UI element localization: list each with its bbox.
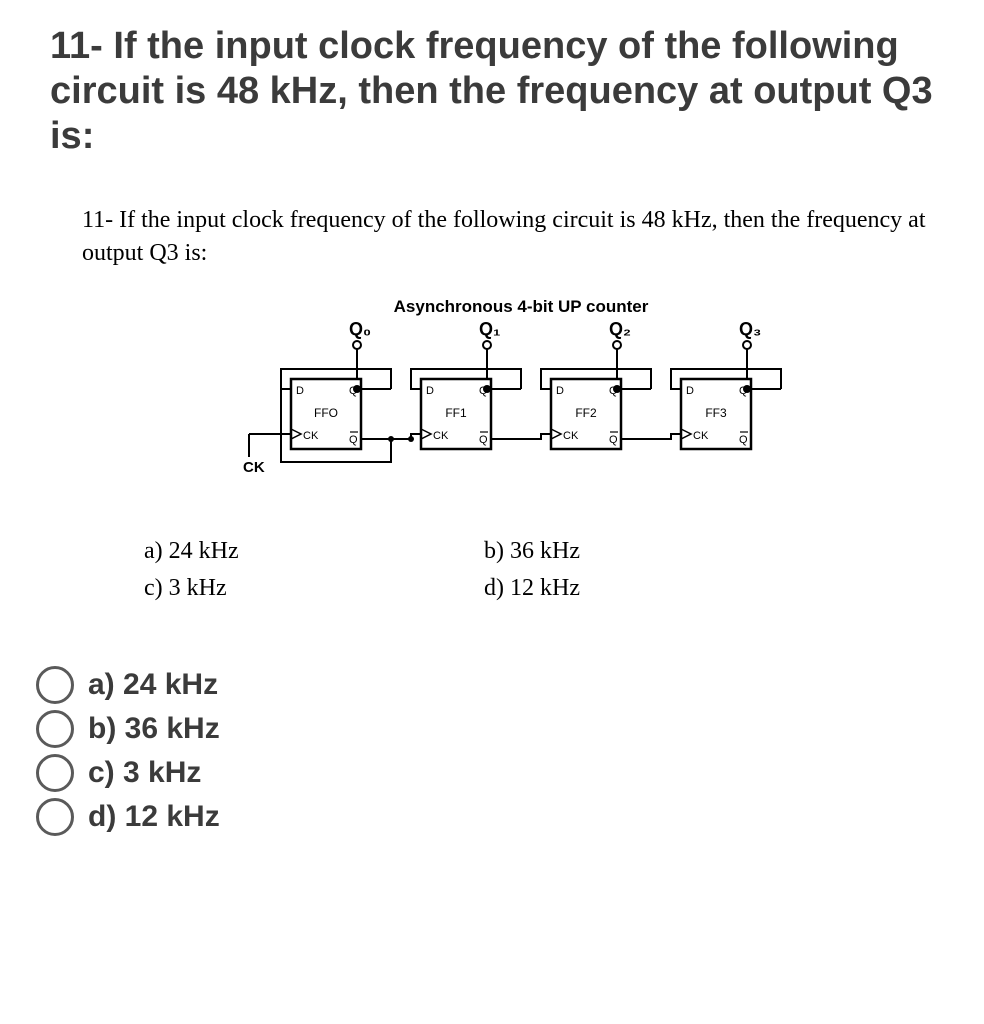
question-sub-block: 11- If the input clock frequency of the … xyxy=(82,204,960,602)
svg-text:D: D xyxy=(296,385,304,397)
svg-text:CK: CK xyxy=(563,430,579,442)
label-q2: Q₂ xyxy=(609,319,631,339)
answer-b-inline: b) 36 kHz xyxy=(484,538,580,565)
answer-d-inline: d) 12 kHz xyxy=(484,575,580,602)
answers-inline: a) 24 kHz b) 36 kHz c) 3 kHz d) 12 kHz xyxy=(144,538,960,602)
option-b[interactable]: b) 36 kHz xyxy=(36,710,960,748)
svg-text:CK: CK xyxy=(693,430,709,442)
ff3: D Q FF3 CK Q xyxy=(681,379,751,449)
svg-text:D: D xyxy=(556,385,564,397)
option-a-label: a) 24 kHz xyxy=(88,668,218,702)
circuit-diagram: Asynchronous 4-bit UP counter Q₀ Q₁ Q₂ Q… xyxy=(82,297,960,482)
svg-text:D: D xyxy=(426,385,434,397)
diagram-title: Asynchronous 4-bit UP counter xyxy=(82,297,960,317)
svg-text:FFO: FFO xyxy=(314,406,338,420)
label-q1: Q₁ xyxy=(479,319,500,339)
ck-input-label: CK xyxy=(243,459,265,476)
svg-text:CK: CK xyxy=(303,430,319,442)
svg-text:CK: CK xyxy=(433,430,449,442)
radio-icon[interactable] xyxy=(36,798,74,836)
ff0: D Q FFO CK Q xyxy=(291,379,361,449)
answer-a-inline: a) 24 kHz xyxy=(144,538,484,565)
circuit-svg: Q₀ Q₁ Q₂ Q₃ D Q FFO xyxy=(241,317,801,477)
radio-icon[interactable] xyxy=(36,666,74,704)
svg-text:Q: Q xyxy=(609,434,618,446)
page: 11- If the input clock frequency of the … xyxy=(0,0,984,1024)
answer-c-inline: c) 3 kHz xyxy=(144,575,484,602)
ff1: D Q FF1 CK Q xyxy=(421,379,491,449)
svg-text:Q: Q xyxy=(739,434,748,446)
option-c[interactable]: c) 3 kHz xyxy=(36,754,960,792)
option-c-label: c) 3 kHz xyxy=(88,756,201,790)
question-heading: 11- If the input clock frequency of the … xyxy=(50,24,960,158)
svg-text:FF2: FF2 xyxy=(575,406,597,420)
ff2: D Q FF2 CK Q xyxy=(551,379,621,449)
answer-options: a) 24 kHz b) 36 kHz c) 3 kHz d) 12 kHz xyxy=(36,666,960,836)
label-q0: Q₀ xyxy=(349,319,371,339)
svg-text:D: D xyxy=(686,385,694,397)
svg-text:Q: Q xyxy=(349,434,358,446)
svg-text:FF1: FF1 xyxy=(445,406,467,420)
question-subheading: 11- If the input clock frequency of the … xyxy=(82,204,960,269)
option-d[interactable]: d) 12 kHz xyxy=(36,798,960,836)
radio-icon[interactable] xyxy=(36,710,74,748)
option-d-label: d) 12 kHz xyxy=(88,800,220,834)
option-a[interactable]: a) 24 kHz xyxy=(36,666,960,704)
radio-icon[interactable] xyxy=(36,754,74,792)
option-b-label: b) 36 kHz xyxy=(88,712,220,746)
svg-text:FF3: FF3 xyxy=(705,406,727,420)
label-q3: Q₃ xyxy=(739,319,761,339)
svg-text:Q: Q xyxy=(479,434,488,446)
